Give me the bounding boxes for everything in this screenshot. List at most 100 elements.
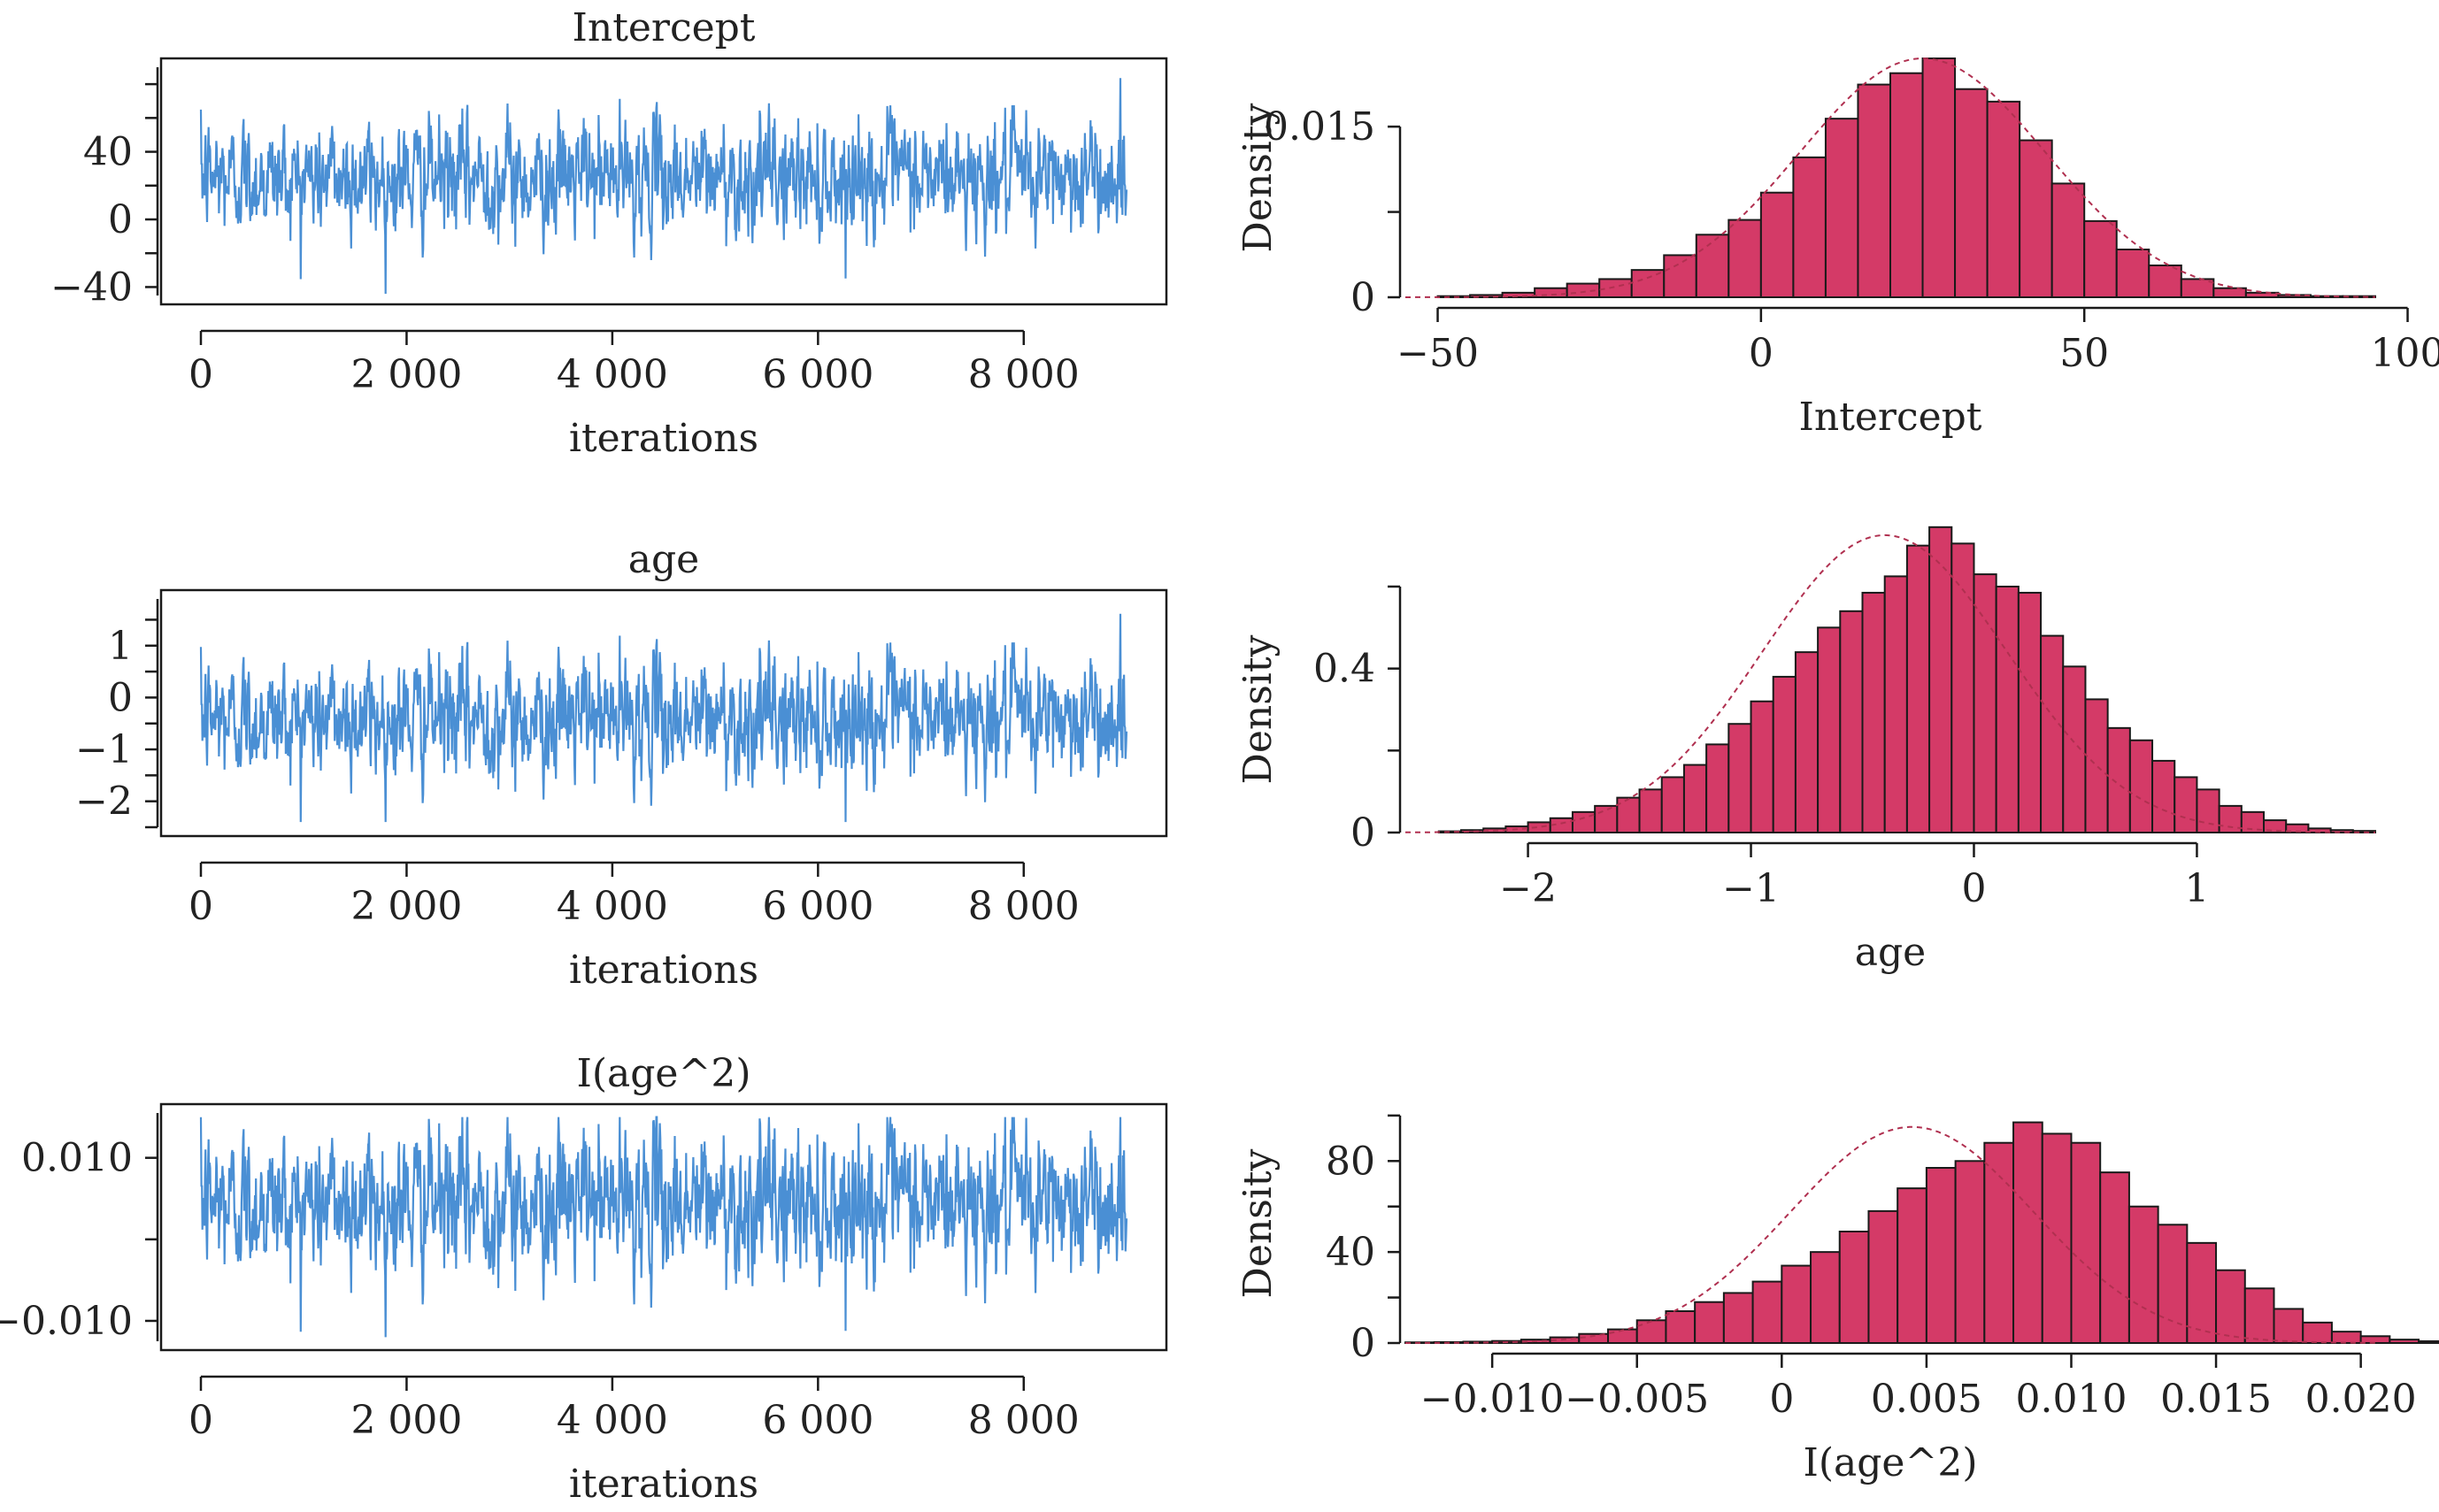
x-tick-label: 2 000	[350, 352, 462, 397]
histogram-bar	[1751, 1280, 1783, 1344]
histogram-bar	[2050, 182, 2086, 298]
x-tick-label: 0	[189, 352, 213, 397]
histogram-bar	[1995, 586, 2020, 833]
histogram-bar	[1897, 1187, 1927, 1344]
chart-0-trace: Intercept 0 2 000 4 000 6 000 8 000 iterations…	[50, 5, 1168, 461]
x-tick-label: 6 000	[762, 1398, 873, 1443]
x-tick-label: 50	[2059, 331, 2109, 376]
histogram-bar	[1759, 191, 1795, 298]
histogram-bar	[2012, 1121, 2043, 1344]
histogram-bar	[1883, 575, 1908, 834]
x-tick-label: −0.010	[1420, 1377, 1565, 1422]
x-axis-label: iterations	[569, 1462, 758, 1507]
trace-line	[199, 78, 1128, 295]
histogram-bar	[1705, 743, 1730, 834]
histogram-bar	[2106, 726, 2131, 833]
x-tick-label: −1	[1722, 866, 1780, 911]
histogram-bar	[2389, 1339, 2420, 1344]
plot-frame	[159, 1102, 1168, 1352]
histogram-bar	[1682, 764, 1708, 833]
x-tick-label: 6 000	[762, 884, 873, 929]
x-tick-label: 0	[189, 1398, 213, 1443]
trace-line	[199, 1116, 1128, 1338]
y-tick-label: 40	[83, 130, 133, 175]
histogram-bar	[1810, 1251, 1841, 1344]
histogram-bar	[2244, 291, 2280, 299]
x-tick-label: 0	[1769, 1377, 1794, 1422]
histogram-bar	[1772, 675, 1797, 834]
x-tick-label: 0	[1961, 866, 1986, 911]
y-tick-label: −0.010	[0, 1299, 133, 1344]
histogram-bar	[2418, 1339, 2439, 1345]
x-tick-label: 2 000	[350, 1398, 462, 1443]
histogram-bar	[1695, 234, 1730, 298]
histogram-bar	[1694, 1301, 1725, 1344]
y-tick-label: 0	[108, 675, 133, 720]
plot-frame	[159, 57, 1168, 306]
x-tick-label: −0.005	[1565, 1377, 1709, 1422]
histogram-bar	[2148, 265, 2182, 298]
y-tick-label: 80	[1326, 1139, 1375, 1184]
histogram-bar	[1527, 821, 1551, 834]
x-axis-label: Intercept	[1798, 395, 1981, 440]
chart-2-trace: age 0 2 000 4 000 6 000 8 000 iterations −2 −1 0 1	[75, 537, 1168, 993]
histogram-bar	[2330, 1331, 2362, 1344]
histogram-bar	[2215, 1269, 2246, 1344]
histogram-bar	[1925, 1167, 1957, 1344]
histogram-bar	[2302, 1321, 2333, 1345]
histogram-bar	[1928, 526, 1953, 833]
histogram-bar	[2017, 591, 2043, 833]
histogram-bar	[2186, 1241, 2218, 1345]
x-tick-label: 0.010	[2015, 1377, 2127, 1422]
x-tick-label: 8 000	[968, 1398, 1080, 1443]
histogram-bar	[2070, 1141, 2102, 1344]
histogram-bar	[2273, 1308, 2304, 1345]
y-tick-label: 40	[1326, 1230, 1375, 1275]
histogram-bar	[2151, 759, 2176, 834]
histogram-bar	[2174, 776, 2198, 834]
y-tick-label: 0	[108, 197, 133, 242]
histogram-bar	[1983, 1141, 2015, 1344]
histogram-bar	[2041, 1132, 2073, 1345]
x-tick-label: 2 000	[350, 884, 462, 929]
y-axis-label: Density	[1235, 1148, 1281, 1298]
x-tick-label: 0.020	[2305, 1377, 2417, 1422]
histogram-bar	[1630, 269, 1666, 298]
density-curve	[1405, 1125, 2375, 1344]
histogram-bar	[2127, 1205, 2159, 1344]
y-tick-label: 0.4	[1313, 647, 1375, 692]
histogram-bar	[1950, 542, 1975, 833]
histogram-bar	[1660, 776, 1685, 834]
x-tick-label: 8 000	[968, 884, 1080, 929]
x-tick-label: 8 000	[968, 352, 1080, 397]
panel-title: age	[628, 537, 699, 582]
histogram-bar	[1594, 804, 1619, 834]
x-tick-label: 4 000	[557, 884, 668, 929]
x-tick-label: 100	[2371, 331, 2439, 376]
histogram-bar	[1792, 156, 1827, 298]
histogram-bar	[1838, 1231, 1870, 1344]
y-tick-label: −40	[50, 265, 133, 310]
histogram-bar	[2083, 219, 2118, 299]
histogram-bar	[1839, 610, 1864, 833]
histogram-bar	[1638, 788, 1663, 833]
histogram-bar	[1635, 1319, 1667, 1345]
histogram-bar	[1794, 651, 1820, 834]
x-tick-label: 0.015	[2160, 1377, 2272, 1422]
y-tick-label: 0.015	[1264, 104, 1375, 150]
x-tick-label: −2	[1499, 866, 1557, 911]
y-tick-label: 1	[108, 624, 133, 669]
x-tick-label: 6 000	[762, 352, 873, 397]
x-tick-label: −50	[1396, 331, 1479, 376]
histogram-bar	[1867, 1209, 1899, 1345]
histogram-bar	[1973, 573, 1997, 833]
histogram-bar	[1986, 100, 2021, 298]
y-axis-label: Density	[1235, 634, 1281, 784]
histogram-bar	[1889, 72, 1924, 299]
histogram-bar	[1663, 254, 1697, 298]
histogram-bar	[1727, 723, 1752, 834]
histogram-bar	[2243, 1287, 2275, 1345]
y-tick-label: −1	[75, 727, 133, 772]
histogram-bar	[2157, 1224, 2189, 1345]
